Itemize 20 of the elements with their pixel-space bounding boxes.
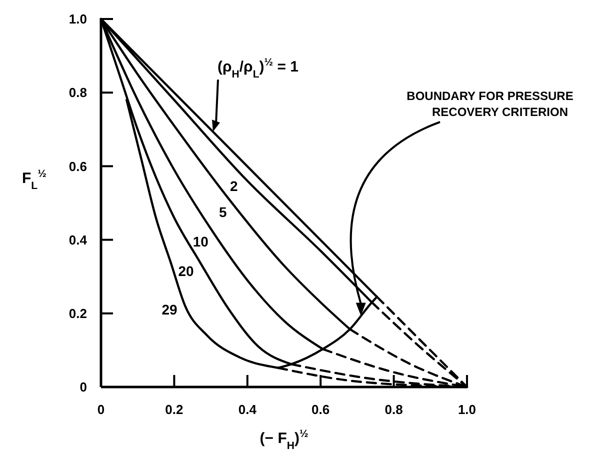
annotation: 2 bbox=[230, 178, 238, 194]
annotation: 5 bbox=[218, 204, 227, 220]
annotation: 20 bbox=[178, 262, 194, 279]
y-tick-label: 0.4 bbox=[68, 232, 88, 248]
annotation: BOUNDARY FOR PRESSURE RECOVERY CRITERION bbox=[406, 89, 574, 119]
y-tick-label: 0.6 bbox=[68, 158, 87, 174]
x-tick-label: 0.2 bbox=[165, 402, 184, 417]
y-tick-label: 1.0 bbox=[68, 12, 87, 27]
x-axis-title: (− F$_{H}$)$^{½}$ bbox=[260, 428, 308, 452]
annotation: (ρ$_{H}$/ρ$_{L}$)$^{½}$ = 1 bbox=[218, 56, 298, 81]
y-tick-label: 0.8 bbox=[68, 85, 87, 100]
x-tick-label: 0 bbox=[97, 402, 105, 417]
x-tick-label: 0.4 bbox=[238, 402, 258, 417]
x-tick-label: 1.0 bbox=[458, 402, 476, 417]
y-tick-label: 0.2 bbox=[68, 306, 87, 321]
y-tick-label: 0 bbox=[80, 380, 87, 395]
x-tick-label: 0.8 bbox=[384, 402, 403, 417]
annotation: 10 bbox=[192, 233, 209, 250]
x-tick-label: 0.6 bbox=[312, 402, 330, 417]
annotation: 29 bbox=[162, 302, 178, 318]
